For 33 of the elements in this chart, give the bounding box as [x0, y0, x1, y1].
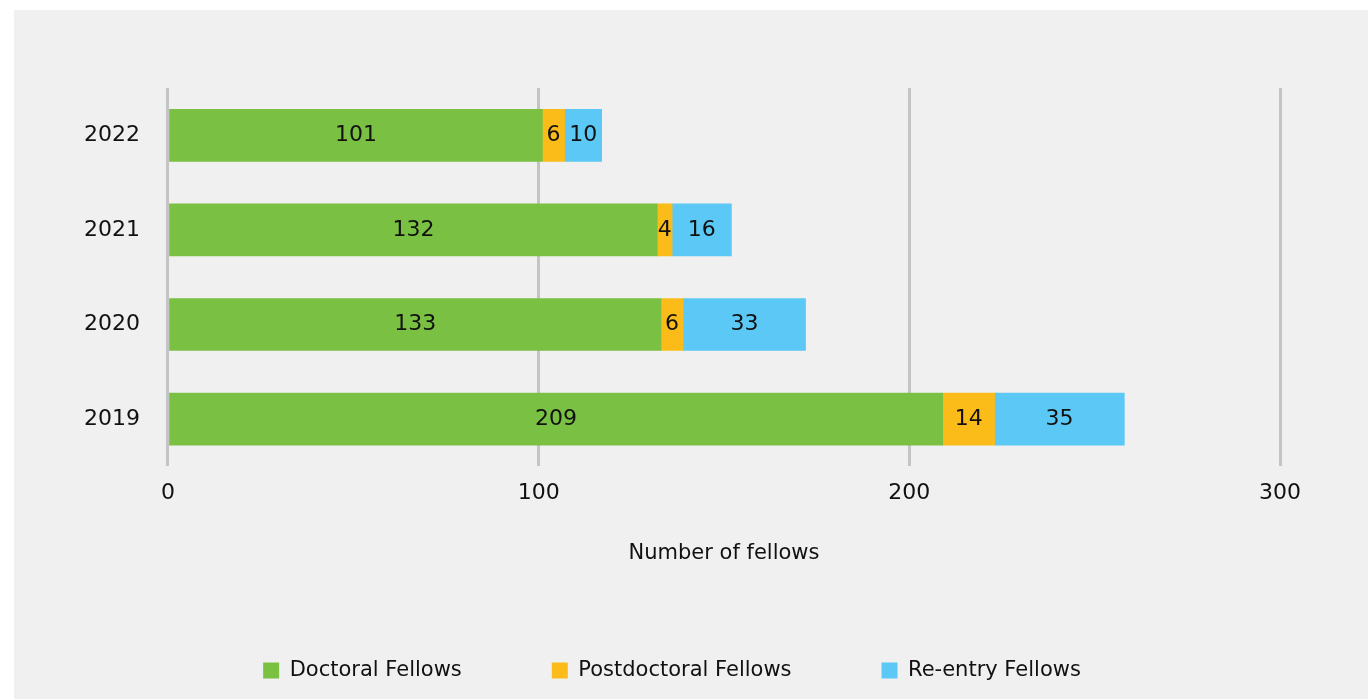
data-label: 101: [334, 121, 377, 147]
bar: [942, 392, 995, 446]
x-tick-label: 200: [888, 479, 931, 505]
data-label: 33: [730, 310, 759, 336]
y-tick-label: 2021: [83, 215, 140, 241]
bar: [671, 203, 732, 257]
bar: [682, 298, 806, 351]
data-label: 4: [657, 215, 672, 241]
bar: [994, 392, 1125, 446]
bar: [169, 203, 658, 257]
data-label: 16: [687, 215, 716, 241]
bar: [169, 298, 662, 351]
data-label: 10: [569, 121, 598, 147]
x-tick-label: 100: [517, 479, 560, 505]
legend-label: Re-entry Fellows: [908, 656, 1081, 681]
data-label: 133: [394, 310, 437, 336]
data-label: 132: [392, 215, 435, 241]
x-tick-label: 300: [1259, 479, 1301, 505]
x-tick-label: 0: [160, 479, 175, 505]
data-label: 35: [1045, 404, 1074, 430]
data-label: 209: [535, 404, 578, 430]
bar: [169, 108, 543, 162]
x-axis-title: Number of fellows: [628, 539, 820, 564]
data-label: 6: [546, 121, 561, 147]
bar: [169, 392, 944, 446]
y-tick-label: 2019: [83, 404, 140, 430]
legend-label: Postdoctoral Fellows: [578, 656, 792, 681]
data-label: 6: [665, 310, 680, 336]
y-tick-label: 2020: [83, 310, 140, 336]
bar: [660, 298, 684, 351]
legend-label: Doctoral Fellows: [289, 656, 462, 681]
data-label: 14: [954, 404, 983, 430]
y-tick-label: 2022: [83, 121, 140, 147]
